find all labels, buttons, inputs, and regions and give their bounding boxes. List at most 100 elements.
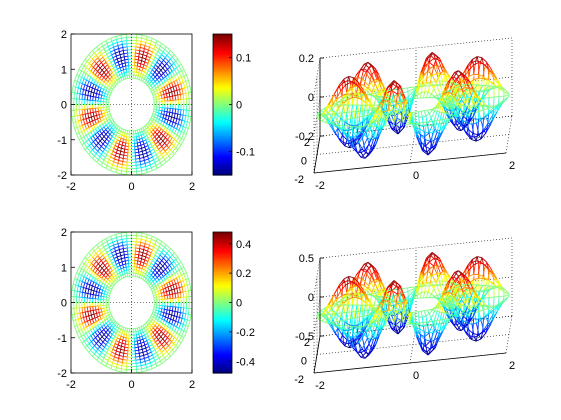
mesh-segment xyxy=(167,328,171,333)
mesh-segment xyxy=(115,337,118,341)
mesh-segment xyxy=(162,287,166,290)
mesh-segment xyxy=(152,329,156,333)
mesh-segment xyxy=(86,254,91,260)
colorbar-cell xyxy=(213,45,232,48)
mesh-segment xyxy=(156,307,160,309)
mesh-segment xyxy=(171,137,175,140)
mesh-segment xyxy=(150,329,154,333)
mesh-segment xyxy=(157,262,161,266)
mesh-segment xyxy=(149,357,154,361)
mesh-segment xyxy=(92,326,96,329)
mesh-segment xyxy=(135,355,140,358)
mesh-segment xyxy=(148,133,152,137)
mesh-segment xyxy=(167,267,171,272)
colorbar-cell xyxy=(213,111,232,114)
mesh-segment xyxy=(169,137,173,142)
mesh-segment xyxy=(155,92,159,95)
mesh-segment xyxy=(115,353,120,356)
mesh-segment xyxy=(143,243,146,247)
mesh-segment xyxy=(88,329,92,332)
mesh-segment xyxy=(100,119,104,122)
mesh-segment xyxy=(167,66,170,70)
mesh-segment xyxy=(146,140,150,144)
mesh-segment xyxy=(116,39,118,43)
mesh-segment xyxy=(116,361,119,365)
mesh-segment xyxy=(102,360,108,364)
mesh-segment xyxy=(157,115,161,118)
mesh-segment xyxy=(107,131,111,135)
mesh-segment xyxy=(185,81,188,88)
mesh-segment xyxy=(102,151,107,156)
mesh-segment xyxy=(178,136,182,139)
mesh-segment xyxy=(99,154,102,158)
mesh-segment xyxy=(170,318,174,321)
mesh-segment xyxy=(105,363,108,367)
mesh-segment xyxy=(109,287,113,290)
mesh-segment xyxy=(105,329,109,333)
mesh-segment xyxy=(88,86,91,92)
mesh-segment xyxy=(81,109,84,115)
mesh-segment xyxy=(142,265,146,268)
mesh-segment xyxy=(97,315,101,318)
mesh-segment xyxy=(140,343,143,347)
mesh-segment xyxy=(152,121,155,124)
colorbar-cell xyxy=(213,267,232,271)
mesh-segment xyxy=(105,127,109,130)
mesh-segment xyxy=(149,138,153,142)
mesh-segment xyxy=(154,269,158,273)
mesh-segment xyxy=(117,43,123,46)
mesh-segment xyxy=(111,349,114,353)
mesh-segment xyxy=(99,321,103,324)
mesh-segment xyxy=(84,345,88,349)
mesh-segment xyxy=(157,48,160,52)
mesh-segment xyxy=(171,331,175,336)
mesh-segment xyxy=(113,329,116,333)
mesh-segment xyxy=(148,344,153,347)
mesh-segment xyxy=(171,280,174,285)
mesh-segment xyxy=(164,96,168,99)
mesh-segment xyxy=(106,165,112,169)
mesh-segment xyxy=(90,250,95,256)
mesh-segment xyxy=(119,54,122,58)
mesh-segment xyxy=(82,292,86,294)
mesh-segment xyxy=(140,326,143,330)
mesh-segment xyxy=(152,249,157,253)
mesh-segment xyxy=(146,237,152,240)
mesh-segment xyxy=(155,293,159,296)
mesh-segment xyxy=(160,265,164,269)
mesh-segment xyxy=(172,86,175,92)
mesh-segment xyxy=(147,265,150,269)
mesh-segment xyxy=(175,84,179,87)
mesh-segment xyxy=(140,275,143,279)
mesh-segment xyxy=(85,85,88,91)
mesh-segment xyxy=(106,136,109,140)
mesh-segment xyxy=(85,315,89,318)
mesh-segment xyxy=(139,66,141,70)
mesh-segment xyxy=(163,284,166,289)
mesh-segment xyxy=(108,85,111,88)
mesh-segment xyxy=(182,93,185,100)
colorbar-cell xyxy=(213,104,232,108)
mesh-segment xyxy=(106,265,110,269)
mesh-segment xyxy=(115,36,117,40)
mesh-segment xyxy=(101,252,104,256)
mesh-segment xyxy=(113,60,116,64)
mesh-segment xyxy=(156,88,160,92)
mesh-segment xyxy=(107,279,111,282)
mesh-segment xyxy=(97,71,100,74)
mesh-segment xyxy=(101,307,104,310)
mesh-segment xyxy=(143,157,145,161)
mesh-segment xyxy=(172,345,177,351)
mesh-segment xyxy=(98,45,103,50)
mesh-segment xyxy=(100,59,105,63)
mesh-segment xyxy=(164,255,169,260)
mesh-segment xyxy=(115,51,120,54)
mesh-segment xyxy=(164,159,167,163)
mesh-segment xyxy=(160,123,164,126)
mesh-segment xyxy=(185,319,188,326)
mesh-segment xyxy=(106,306,110,309)
mesh-segment xyxy=(148,57,151,61)
mesh-segment xyxy=(187,308,190,315)
mesh-segment xyxy=(408,90,416,108)
